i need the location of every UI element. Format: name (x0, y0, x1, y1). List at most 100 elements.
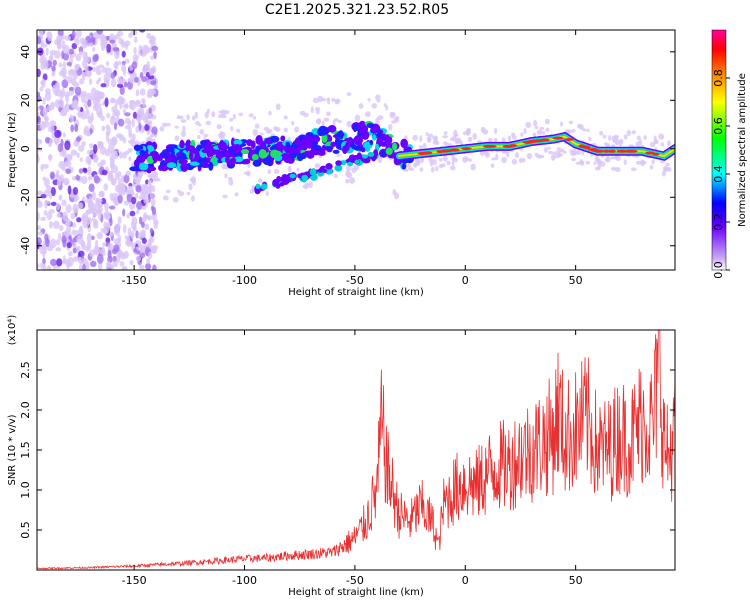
faint-dot (545, 127, 550, 133)
band-blob (363, 141, 371, 148)
faint-dot (665, 162, 671, 167)
noise-dot (90, 260, 97, 268)
branch-blob (373, 149, 379, 158)
faint-dot (176, 115, 180, 119)
faint-dot (525, 121, 532, 128)
branch-blob (301, 174, 309, 182)
noise-dot (39, 30, 44, 38)
noise-dot (95, 197, 100, 204)
faint-dot (246, 170, 251, 177)
faint-dot (526, 152, 533, 160)
noise-dot (113, 244, 120, 253)
faint-dot (137, 171, 142, 177)
faint-dot (303, 183, 309, 190)
noise-dot (122, 208, 126, 217)
noise-dot (154, 84, 158, 90)
noise-dot (56, 178, 62, 187)
branch-blob (355, 154, 363, 161)
faint-dot (395, 115, 400, 122)
faint-dot (234, 192, 239, 197)
noise-dot (80, 257, 88, 265)
noise-dot (129, 79, 135, 84)
noise-dot (65, 168, 72, 175)
faint-dot (195, 120, 200, 126)
faint-dot (141, 190, 147, 194)
faint-dot (317, 95, 323, 103)
faint-dot (599, 131, 604, 136)
noise-dot (97, 162, 104, 168)
faint-dot (422, 142, 427, 149)
noise-dot (37, 115, 41, 125)
faint-dot (259, 132, 264, 136)
band-blob (282, 152, 289, 158)
noise-dot (64, 103, 69, 110)
noise-dot (141, 98, 146, 104)
faint-dot (608, 135, 612, 141)
faint-dot (466, 131, 470, 136)
band-blob (323, 145, 334, 151)
faint-dot (419, 167, 424, 172)
noise-dot (70, 124, 75, 133)
noise-dot (125, 170, 131, 176)
noise-dot (107, 243, 114, 251)
noise-dot (126, 213, 130, 219)
noise-dot (54, 129, 61, 138)
noise-dot (47, 31, 53, 42)
spectrogram-xtick-label: 50 (569, 274, 583, 287)
noise-dot (86, 240, 92, 251)
branch-blob (272, 178, 279, 187)
noise-dot (89, 78, 93, 86)
band-blob (385, 147, 393, 156)
noise-dot (106, 60, 110, 67)
noise-dot (103, 183, 109, 191)
noise-dot (112, 47, 120, 52)
noise-dot (62, 132, 67, 138)
band-blob (318, 150, 326, 156)
noise-dot (113, 152, 119, 160)
noise-dot (51, 65, 56, 72)
faint-dot (265, 190, 269, 197)
faint-dot (147, 179, 152, 187)
faint-dot (159, 125, 165, 132)
noise-dot (138, 106, 143, 116)
spectrogram-ytick-label: 0 (19, 145, 32, 152)
faint-dot (586, 128, 590, 132)
band-blob (252, 159, 262, 167)
faint-dot (566, 129, 572, 134)
peak-blob (603, 149, 610, 153)
noise-dot (49, 50, 57, 56)
noise-dot (58, 225, 64, 232)
noise-dot (50, 258, 57, 267)
faint-dot (536, 129, 543, 136)
faint-dot (180, 130, 187, 138)
band-blob (401, 163, 407, 170)
band-blob (387, 136, 392, 146)
faint-dot (375, 94, 381, 101)
noise-dot (64, 35, 72, 41)
band-blob (327, 125, 337, 133)
noise-dot (83, 168, 88, 174)
faint-dot (273, 168, 280, 174)
noise-dot (110, 77, 117, 88)
faint-dot (654, 139, 659, 144)
noise-dot (66, 242, 72, 249)
noise-dot (84, 130, 91, 137)
snr-ytick-label: 2.5 (19, 361, 32, 379)
noise-dot (37, 190, 44, 196)
chart-title: C2E1.2025.321.23.52.R05 (265, 2, 449, 18)
faint-dot (408, 167, 414, 171)
noise-dot (59, 98, 64, 108)
noise-dot (114, 184, 122, 193)
faint-dot (612, 156, 618, 160)
branch-blob (297, 173, 302, 179)
noise-dot (94, 239, 99, 250)
spectrogram-marks (37, 30, 675, 270)
faint-dot (493, 137, 498, 143)
noise-dot (55, 238, 61, 246)
noise-dot (135, 184, 142, 193)
faint-dot (346, 92, 352, 96)
faint-dot (291, 121, 295, 126)
noise-dot (73, 197, 78, 203)
faint-dot (377, 156, 383, 164)
noise-dot (91, 190, 96, 201)
